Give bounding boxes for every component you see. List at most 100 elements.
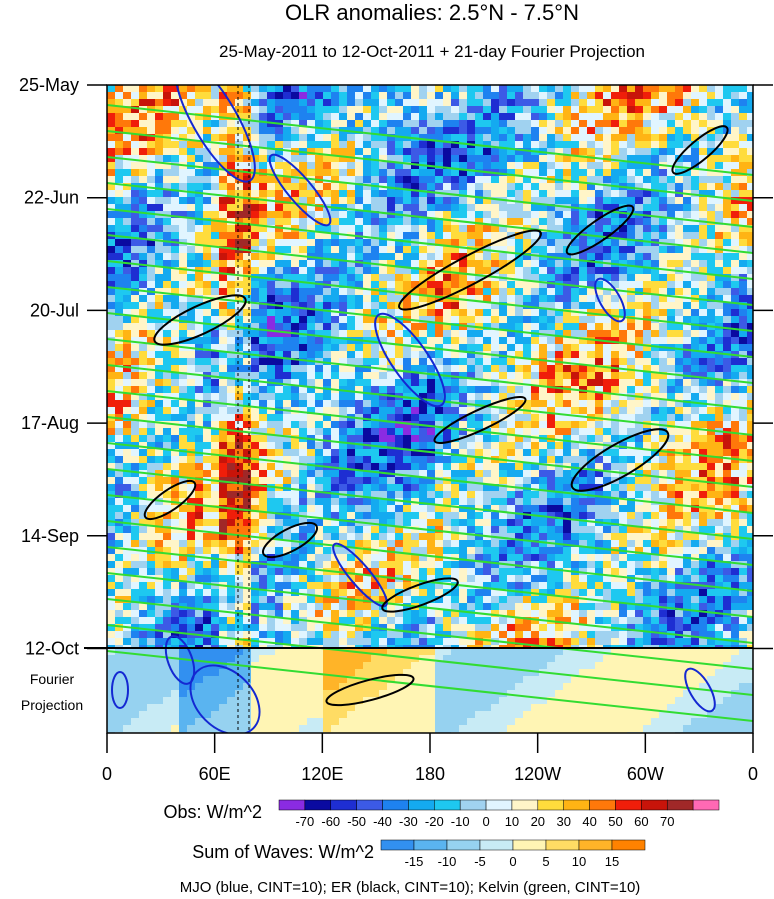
heat-cell [563,253,572,261]
heat-cell [171,386,180,394]
heat-cell [475,358,484,366]
heat-cell [563,225,572,233]
heat-cell [747,169,753,177]
heat-cell [563,470,572,478]
heat-cell [651,176,660,184]
heat-cell [355,246,364,254]
heat-cell [291,120,300,128]
heat-cell [395,512,404,520]
heat-cell [659,127,668,135]
heat-cell [459,169,468,177]
heat-cell [307,274,316,282]
heat-cell [467,190,476,198]
heat-cell [171,365,180,373]
heat-cell [387,197,396,205]
heat-cell [747,435,753,443]
heat-cell [435,351,444,359]
heat-cell [483,211,492,219]
heat-cell [123,267,132,275]
heat-cell [347,106,356,114]
heat-cell [315,491,324,499]
heat-cell [427,99,436,107]
heat-cell [659,330,668,338]
heat-cell [747,204,753,212]
heat-cell [627,330,636,338]
heat-cell [651,442,660,450]
heat-cell [235,267,244,275]
heat-cell [379,330,388,338]
heat-cell [235,393,244,401]
heat-cell [603,85,612,93]
heat-cell [251,449,260,457]
heat-cell [491,477,500,485]
heat-cell [443,183,452,191]
heat-cell [123,407,132,415]
heat-cell [187,323,196,331]
heat-cell [403,85,412,93]
heat-cell [699,421,708,429]
heat-cell [531,183,540,191]
heat-cell [595,435,604,443]
heat-cell [563,428,572,436]
heat-cell [507,505,516,513]
heat-cell [347,337,356,345]
heat-cell [739,400,748,408]
heat-cell [571,428,580,436]
heat-cell [667,456,676,464]
heat-cell [123,379,132,387]
heat-cell [203,99,212,107]
heat-cell [627,169,636,177]
heat-cell [203,309,212,317]
heat-cell [411,274,420,282]
heat-cell [499,477,508,485]
heat-cell [531,421,540,429]
heat-cell [131,344,140,352]
heat-cell [387,477,396,485]
heat-cell [603,218,612,226]
heat-cell [587,435,596,443]
heat-cell [187,337,196,345]
heat-cell [427,218,436,226]
heat-cell [315,512,324,520]
heat-cell [539,470,548,478]
heat-cell [283,337,292,345]
heat-cell [419,232,428,240]
heat-cell [555,435,564,443]
heat-cell [491,470,500,478]
heat-cell [315,330,324,338]
heat-cell [299,505,308,513]
heat-cell [315,393,324,401]
heat-cell [547,162,556,170]
heat-cell [603,162,612,170]
heat-cell [115,281,124,289]
heat-cell [699,456,708,464]
heat-cell [115,477,124,485]
heat-cell [547,463,556,471]
heat-cell [163,442,172,450]
heat-cell [403,505,412,513]
heat-cell [451,505,460,513]
heat-cell [467,204,476,212]
heat-cell [243,414,252,422]
heat-cell [579,253,588,261]
heat-cell [635,386,644,394]
heat-cell [355,470,364,478]
heat-cell [227,232,236,240]
heat-cell [131,218,140,226]
heat-cell [715,169,724,177]
heat-cell [683,204,692,212]
heat-cell [123,372,132,380]
heat-cell [731,155,740,163]
heat-cell [491,302,500,310]
heat-cell [451,211,460,219]
heat-cell [427,204,436,212]
heat-cell [283,183,292,191]
heat-cell [187,302,196,310]
heat-cell [563,330,572,338]
heat-cell [627,344,636,352]
heat-cell [355,316,364,324]
heat-cell [187,428,196,436]
heat-cell [539,463,548,471]
heat-cell [179,414,188,422]
heat-cell [115,386,124,394]
